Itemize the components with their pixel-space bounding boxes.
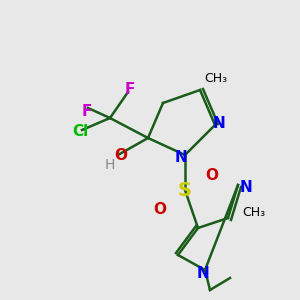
Text: CH₃: CH₃ (242, 206, 265, 220)
Text: F: F (125, 82, 135, 98)
Text: S: S (178, 181, 192, 200)
Text: O: O (154, 202, 166, 217)
Text: Cl: Cl (72, 124, 88, 140)
Text: O: O (115, 148, 128, 164)
Text: N: N (240, 179, 252, 194)
Text: H: H (105, 158, 115, 172)
Text: CH₃: CH₃ (204, 71, 227, 85)
Text: O: O (206, 167, 218, 182)
Text: N: N (213, 116, 225, 131)
Text: N: N (196, 266, 209, 281)
Text: N: N (175, 151, 188, 166)
Text: F: F (82, 103, 92, 118)
